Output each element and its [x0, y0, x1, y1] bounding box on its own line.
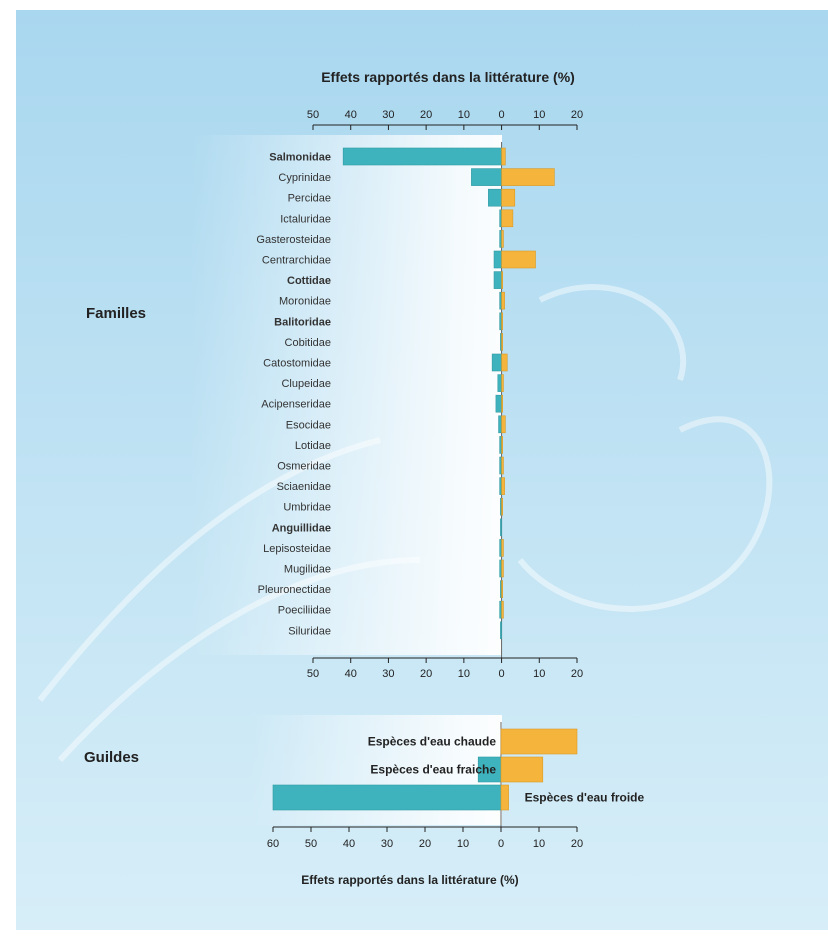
bar-negative	[500, 518, 502, 537]
bar-positive	[501, 394, 504, 413]
guild-tick-label: 50	[305, 838, 317, 850]
bar-negative	[493, 250, 502, 269]
top-tick-label: 0	[499, 109, 505, 121]
category-label: Balitoridae	[274, 316, 331, 328]
guild-tick-label: 10	[533, 838, 545, 850]
bar-negative	[498, 415, 502, 434]
category-label: Osmeridae	[277, 461, 331, 473]
bar-positive	[501, 291, 505, 310]
guild-bar-positive	[500, 756, 544, 783]
bar-positive	[501, 580, 504, 598]
category-label: Cyprinidae	[278, 172, 331, 184]
bar-positive	[501, 312, 504, 331]
guild-tick-label: 40	[343, 838, 355, 850]
top-tick-label: 40	[345, 109, 357, 121]
top-axis-title: Effets rapportés dans la littérature (%)	[321, 69, 575, 85]
top-tick-label: 10	[458, 109, 470, 121]
guild-tick-label: 10	[457, 838, 469, 850]
guilds-label: Guildes	[84, 749, 139, 766]
guild-tick-label: 0	[498, 838, 504, 850]
families-label: Familles	[86, 305, 146, 322]
category-label: Ictaluridae	[280, 213, 331, 225]
top-tick-label: 30	[382, 109, 394, 121]
bar-negative	[500, 621, 502, 640]
category-label: Catostomidae	[263, 358, 331, 370]
top-tick-label: 20	[571, 109, 583, 121]
bar-positive	[501, 250, 536, 269]
bottom-tick-label: 50	[307, 668, 319, 680]
bottom-tick-label: 40	[345, 668, 357, 680]
bar-positive	[501, 415, 506, 434]
category-label: Umbridae	[283, 502, 331, 514]
guild-bar-positive	[500, 728, 578, 755]
guild-bar-negative	[272, 784, 502, 811]
bar-positive	[501, 353, 508, 372]
guild-tick-label: 20	[571, 838, 583, 850]
bar-positive	[501, 230, 504, 248]
guild-tick-label: 30	[381, 838, 393, 850]
category-label: Lepisosteidae	[263, 543, 331, 555]
category-label: Sciaenidae	[277, 481, 331, 493]
category-label: Centrarchidae	[262, 255, 331, 267]
bar-positive	[501, 271, 504, 289]
category-label: Poeciliidae	[278, 605, 331, 617]
bar-negative	[342, 147, 502, 166]
bar-positive	[501, 477, 505, 495]
bottom-tick-label: 10	[533, 668, 545, 680]
top-tick-label: 10	[533, 109, 545, 121]
category-label: Percidae	[288, 193, 331, 205]
bar-positive	[501, 147, 506, 166]
bar-positive	[501, 497, 504, 516]
category-label: Siluridae	[288, 625, 331, 637]
bar-positive	[501, 374, 504, 392]
guild-tick-label: 20	[419, 838, 431, 850]
category-label: Cobitidae	[285, 337, 331, 349]
bar-negative	[471, 168, 502, 186]
bar-positive	[501, 436, 504, 454]
bar-positive	[501, 600, 504, 619]
bar-negative	[493, 271, 502, 289]
category-label: Moronidae	[279, 296, 331, 308]
bar-negative	[488, 188, 502, 207]
guild-bar-positive	[500, 784, 509, 811]
bar-negative	[495, 394, 502, 413]
category-label: Pleuronectidae	[258, 584, 331, 596]
category-label: Gasterosteidae	[256, 234, 331, 246]
guild-label: Espèces d'eau froide	[525, 791, 645, 805]
category-label: Cottidae	[287, 275, 331, 287]
category-label: Mugilidae	[284, 564, 331, 576]
bar-positive	[501, 559, 504, 578]
bottom-axis-title: Effets rapportés dans la littérature (%)	[301, 873, 518, 887]
bar-positive	[501, 456, 504, 475]
bar-positive	[501, 333, 504, 351]
bar-positive	[501, 168, 555, 186]
guild-tick-label: 60	[267, 838, 279, 850]
category-label: Clupeidae	[281, 378, 331, 390]
category-label: Anguillidae	[272, 522, 331, 534]
bottom-tick-label: 30	[382, 668, 394, 680]
bar-positive	[501, 209, 514, 228]
bottom-tick-label: 0	[499, 668, 505, 680]
bottom-tick-label: 20	[420, 668, 432, 680]
category-label: Lotidae	[295, 440, 331, 452]
bar-positive	[501, 539, 504, 557]
bottom-tick-label: 20	[571, 668, 583, 680]
category-label: Esocidae	[286, 419, 331, 431]
bar-negative	[497, 374, 502, 392]
guild-label: Espèces d'eau chaude	[368, 735, 497, 749]
white-glow-top	[190, 135, 502, 655]
category-label: Acipenseridae	[261, 399, 331, 411]
top-tick-label: 20	[420, 109, 432, 121]
bar-negative	[491, 353, 502, 372]
guild-label: Espèces d'eau fraiche	[370, 763, 496, 777]
category-label: Salmonidae	[269, 152, 331, 164]
bar-positive	[501, 188, 516, 207]
top-tick-label: 50	[307, 109, 319, 121]
bottom-tick-label: 10	[458, 668, 470, 680]
